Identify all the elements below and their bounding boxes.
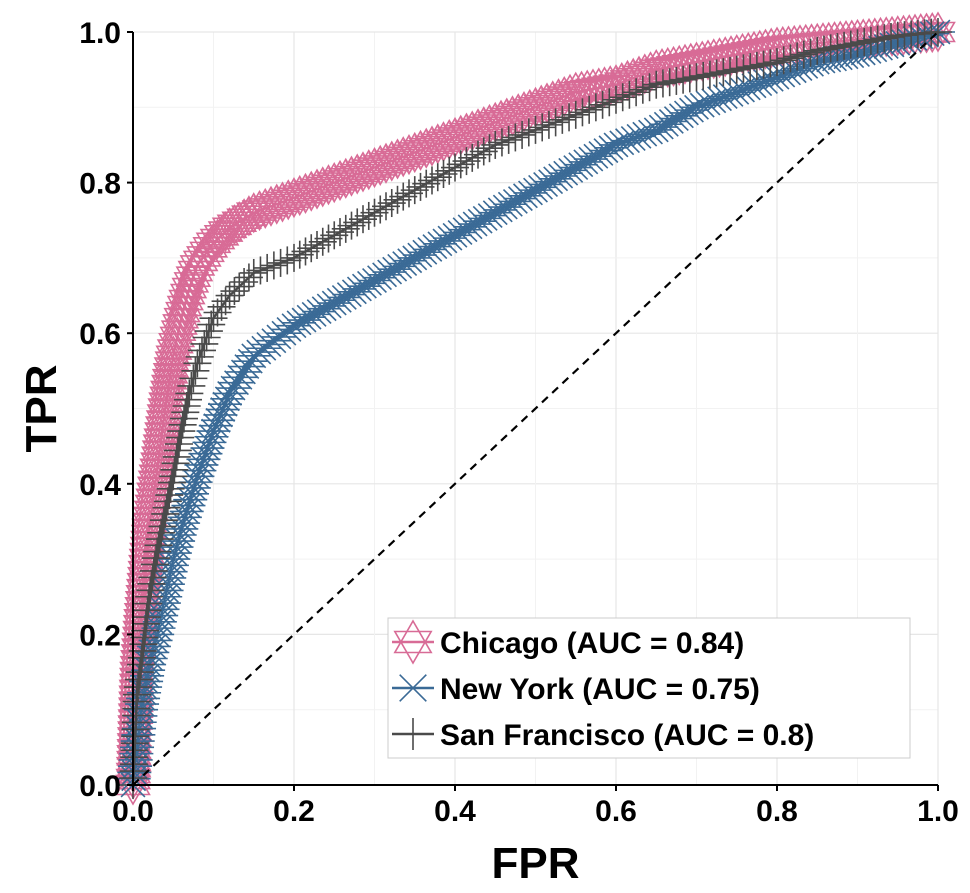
x-tick-label: 0.4 [434,795,476,828]
reference-diagonal-line [132,31,939,786]
legend-marker-san-francisco [397,718,429,750]
legend-label-new-york: New York (AUC = 0.75) [440,673,760,706]
legend: Chicago (AUC = 0.84) New York (AUC = 0.75… [387,617,911,759]
x-tick-label: 1.0 [917,795,959,828]
series-line-new-york [131,30,939,786]
x-axis-ticks: 0.0 0.2 0.4 0.6 0.8 1.0 [112,785,959,828]
series-line-san-francisco [131,30,939,786]
legend-marker-new-york [394,674,432,702]
y-tick-label: 0.0 [79,770,121,803]
legend-key-new-york [392,674,434,702]
x-tick-label: 0.6 [595,795,637,828]
legend-box [387,617,911,759]
legend-label-chicago: Chicago (AUC = 0.84) [440,627,744,660]
x-tick-label: 0.8 [756,795,798,828]
legend-items: Chicago (AUC = 0.84) New York (AUC = 0.75… [392,619,814,752]
y-tick-label: 0.4 [79,469,121,502]
y-tick-label: 0.2 [79,619,121,652]
series-san-francisco [119,18,952,799]
y-tick-label: 0.8 [79,168,121,201]
legend-marker-chicago [393,619,433,665]
series-layer [115,11,956,806]
legend-label-san-francisco: San Francisco (AUC = 0.8) [440,719,814,752]
x-tick-label: 0.0 [112,795,154,828]
x-axis-title: FPR [492,839,580,888]
y-axis-title: TPR [17,365,66,453]
x-tick-label: 0.2 [273,795,315,828]
legend-key-san-francisco [392,718,434,750]
legend-key-chicago [392,619,434,665]
y-axis-ticks: 0.0 0.2 0.4 0.6 0.8 1.0 [79,17,133,803]
y-tick-label: 1.0 [79,17,121,50]
series-line-chicago [131,30,939,786]
y-tick-label: 0.6 [79,318,121,351]
